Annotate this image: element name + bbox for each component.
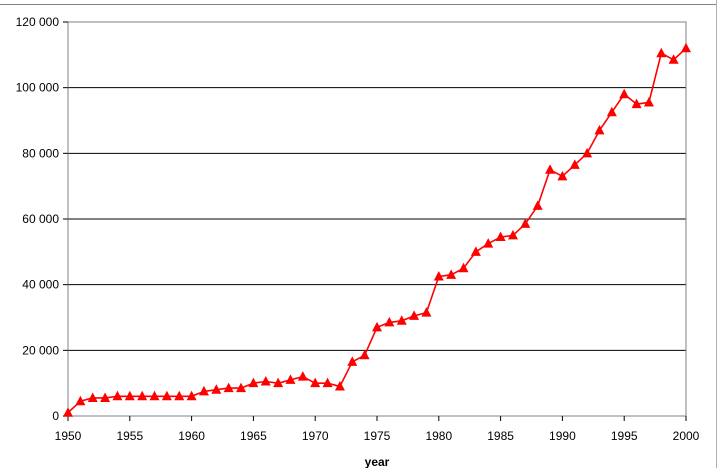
data-point-triangle (223, 382, 234, 393)
data-point-triangle (520, 218, 531, 228)
series-line (67, 47, 687, 414)
data-point-triangle (347, 356, 358, 366)
data-point-triangle (557, 170, 568, 181)
data-point-triangle (322, 377, 333, 388)
data-point-triangle (421, 307, 432, 317)
data-point-triangle (372, 321, 382, 332)
data-point-triangle (75, 395, 86, 406)
data-point-triangle (124, 390, 135, 401)
data-point-triangle (656, 47, 667, 58)
x-tick-label: 1985 (487, 429, 514, 443)
x-axis-title: year (365, 455, 390, 468)
x-tick-label: 1975 (364, 429, 391, 443)
data-point-triangle (495, 231, 506, 242)
data-point-triangle (545, 164, 556, 174)
data-point-triangle (137, 390, 148, 401)
y-tick-label: 20 000 (22, 343, 59, 357)
data-point-triangle (569, 159, 580, 169)
data-point-triangle (186, 390, 197, 401)
window-top-border (0, 0, 717, 5)
data-point-triangle (297, 371, 308, 381)
data-point-triangle (582, 147, 593, 158)
y-axis-ticks: 0 20 000 40 000 60 000 80 000 100 000 120 000 (16, 15, 68, 423)
data-point-triangle (149, 390, 160, 401)
data-point-triangle (446, 269, 457, 279)
x-tick-label: 1980 (425, 429, 452, 443)
data-point-triangle (458, 262, 469, 273)
data-point-triangle (112, 390, 123, 401)
data-point-triangle (631, 98, 642, 109)
data-point-triangle (681, 42, 691, 53)
data-point-triangle (63, 407, 73, 417)
data-point-triangle (507, 229, 518, 240)
y-tick-label: 60 000 (22, 212, 59, 226)
data-point-triangle (334, 380, 345, 391)
data-point-triangle (310, 377, 321, 388)
data-point-triangle (384, 316, 395, 327)
y-tick-label: 40 000 (22, 278, 59, 292)
x-tick-label: 1995 (611, 429, 638, 443)
data-point-triangle (643, 96, 654, 107)
y-tick-label: 80 000 (22, 146, 59, 160)
x-tick-label: 2000 (673, 429, 700, 443)
data-point-triangle (409, 310, 420, 320)
data-point-triangle (174, 390, 185, 401)
data-point-triangle (161, 390, 172, 401)
data-point-triangle (606, 106, 617, 117)
data-point-triangle (594, 124, 605, 135)
data-point-triangle (619, 88, 630, 99)
data-point-triangle (211, 384, 222, 394)
data-point-triangle (248, 377, 259, 388)
x-tick-label: 1965 (240, 429, 267, 443)
data-point-triangle (198, 385, 209, 396)
data-point-triangle (285, 374, 296, 384)
data-points (63, 42, 691, 417)
data-point-triangle (236, 382, 247, 393)
x-tick-label: 1955 (116, 429, 143, 443)
data-point-triangle (87, 392, 98, 402)
x-tick-label: 1990 (549, 429, 576, 443)
y-tick-label: 120 000 (16, 15, 60, 29)
data-point-triangle (470, 246, 481, 256)
data-point-triangle (668, 54, 679, 64)
data-point-triangle (532, 200, 543, 210)
x-tick-label: 1960 (178, 429, 205, 443)
data-point-triangle (260, 376, 271, 386)
x-tick-label: 1970 (302, 429, 329, 443)
data-point-triangle (273, 377, 284, 388)
x-tick-label: 1950 (55, 429, 82, 443)
data-point-triangle (100, 392, 111, 402)
y-tick-label: 100 000 (16, 81, 60, 95)
y-tick-label: 0 (52, 409, 59, 423)
data-point-triangle (433, 270, 444, 281)
x-axis-ticks: 1950 1955 1960 1965 1970 1975 1980 1985 1990 1995… (55, 416, 700, 443)
data-point-triangle (483, 238, 494, 248)
gridlines (68, 21, 686, 351)
data-point-triangle (359, 349, 370, 360)
data-point-triangle (396, 315, 407, 325)
